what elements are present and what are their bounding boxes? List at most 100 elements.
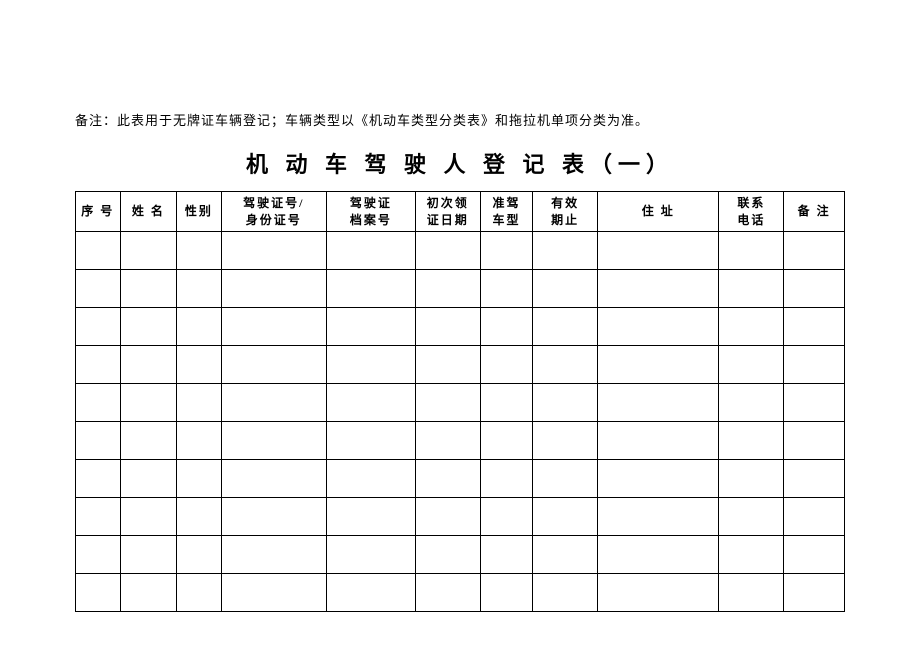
table-cell: [76, 460, 121, 498]
table-cell: [598, 308, 719, 346]
table-row: [76, 536, 845, 574]
table-cell: [719, 270, 784, 308]
table-cell: [719, 460, 784, 498]
table-cell: [221, 308, 326, 346]
table-cell: [177, 422, 222, 460]
table-row: [76, 574, 845, 612]
table-cell: [598, 422, 719, 460]
table-cell: [415, 232, 480, 270]
table-cell: [221, 422, 326, 460]
table-cell: [415, 498, 480, 536]
table-cell: [120, 346, 177, 384]
table-cell: [415, 536, 480, 574]
table-cell: [326, 422, 415, 460]
table-header-cell: 备 注: [784, 192, 845, 232]
table-cell: [76, 270, 121, 308]
table-cell: [598, 460, 719, 498]
table-cell: [598, 574, 719, 612]
table-cell: [221, 270, 326, 308]
table-cell: [76, 346, 121, 384]
table-cell: [177, 308, 222, 346]
table-cell: [719, 422, 784, 460]
table-cell: [533, 498, 598, 536]
table-cell: [598, 384, 719, 422]
table-cell: [480, 498, 533, 536]
table-cell: [221, 460, 326, 498]
table-cell: [784, 232, 845, 270]
table-cell: [120, 574, 177, 612]
table-cell: [120, 384, 177, 422]
table-cell: [415, 384, 480, 422]
table-cell: [480, 574, 533, 612]
table-cell: [598, 270, 719, 308]
table-cell: [76, 574, 121, 612]
table-cell: [719, 574, 784, 612]
table-cell: [719, 536, 784, 574]
table-cell: [76, 308, 121, 346]
table-cell: [598, 536, 719, 574]
table-cell: [533, 270, 598, 308]
table-cell: [415, 308, 480, 346]
table-cell: [784, 498, 845, 536]
table-row: [76, 460, 845, 498]
table-cell: [480, 422, 533, 460]
table-cell: [784, 384, 845, 422]
table-cell: [784, 308, 845, 346]
table-header-cell: 姓 名: [120, 192, 177, 232]
table-cell: [784, 460, 845, 498]
table-row: [76, 384, 845, 422]
table-cell: [326, 232, 415, 270]
table-cell: [326, 536, 415, 574]
table-cell: [177, 498, 222, 536]
table-cell: [784, 270, 845, 308]
table-cell: [480, 346, 533, 384]
table-cell: [480, 270, 533, 308]
form-title: 机 动 车 驾 驶 人 登 记 表（一）: [75, 147, 845, 179]
table-cell: [598, 346, 719, 384]
table-cell: [326, 574, 415, 612]
table-header-cell: 初次领证日期: [415, 192, 480, 232]
table-cell: [598, 498, 719, 536]
table-cell: [177, 232, 222, 270]
table-cell: [415, 422, 480, 460]
table-cell: [533, 232, 598, 270]
table-cell: [415, 574, 480, 612]
table-cell: [480, 460, 533, 498]
table-cell: [533, 574, 598, 612]
table-cell: [480, 232, 533, 270]
table-cell: [719, 346, 784, 384]
table-cell: [533, 346, 598, 384]
table-cell: [533, 422, 598, 460]
table-cell: [221, 536, 326, 574]
table-cell: [415, 270, 480, 308]
table-cell: [784, 422, 845, 460]
table-cell: [784, 536, 845, 574]
table-cell: [480, 384, 533, 422]
table-row: [76, 346, 845, 384]
table-cell: [76, 384, 121, 422]
table-cell: [415, 460, 480, 498]
table-cell: [120, 270, 177, 308]
table-header-cell: 联系电话: [719, 192, 784, 232]
table-cell: [120, 232, 177, 270]
table-cell: [76, 232, 121, 270]
table-header-row: 序 号姓 名性别驾驶证号/身份证号驾驶证档案号初次领证日期准驾车型有效期止住 址…: [76, 192, 845, 232]
table-cell: [533, 536, 598, 574]
table-cell: [221, 498, 326, 536]
table-cell: [120, 498, 177, 536]
table-cell: [120, 536, 177, 574]
table-header-cell: 准驾车型: [480, 192, 533, 232]
table-cell: [177, 270, 222, 308]
table-cell: [719, 308, 784, 346]
table-cell: [221, 232, 326, 270]
table-cell: [326, 498, 415, 536]
table-header-cell: 性别: [177, 192, 222, 232]
table-header-cell: 有效期止: [533, 192, 598, 232]
table-cell: [120, 460, 177, 498]
table-cell: [221, 384, 326, 422]
table-cell: [120, 422, 177, 460]
table-cell: [177, 460, 222, 498]
table-cell: [719, 384, 784, 422]
table-cell: [533, 384, 598, 422]
table-header-cell: 驾驶证号/身份证号: [221, 192, 326, 232]
